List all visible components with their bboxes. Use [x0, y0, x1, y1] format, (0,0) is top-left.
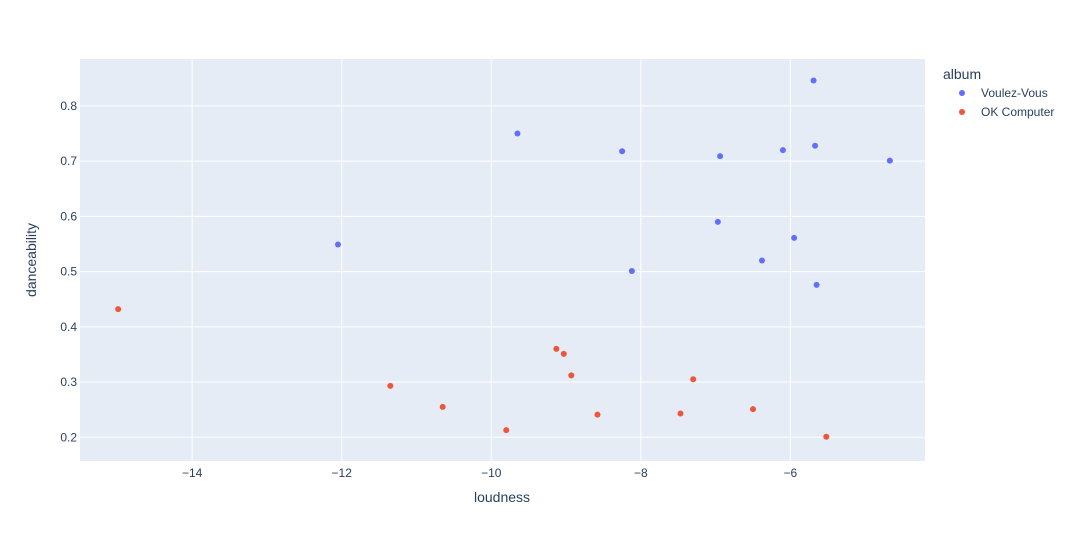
data-point-ok-computer[interactable]: [750, 406, 757, 413]
y-tick-label: 0.3: [60, 375, 77, 389]
data-point-voulez-vous[interactable]: [717, 153, 724, 160]
x-tick-label: −12: [332, 466, 353, 480]
data-point-voulez-vous[interactable]: [758, 257, 765, 264]
data-point-ok-computer[interactable]: [503, 427, 510, 434]
data-point-ok-computer[interactable]: [560, 350, 567, 357]
legend-items: Voulez-Vous OK Computer: [959, 86, 1054, 119]
legend-marker: [959, 109, 965, 115]
legend-label: OK Computer: [981, 105, 1054, 119]
data-point-ok-computer[interactable]: [823, 433, 830, 440]
data-point-voulez-vous[interactable]: [810, 77, 817, 84]
legend-item-ok-computer[interactable]: OK Computer: [959, 105, 1054, 119]
data-point-ok-computer[interactable]: [568, 372, 575, 379]
y-tick-label: 0.5: [60, 265, 77, 279]
x-tick-label: −14: [182, 466, 203, 480]
data-point-voulez-vous[interactable]: [514, 130, 521, 137]
y-tick-label: 0.7: [60, 154, 77, 168]
legend-label: Voulez-Vous: [981, 86, 1048, 100]
x-axis-title: loudness: [474, 489, 530, 505]
y-tick-label: 0.2: [60, 430, 77, 444]
y-axis-title: danceability: [23, 223, 39, 297]
data-point-voulez-vous[interactable]: [628, 268, 635, 275]
data-points: [115, 77, 893, 440]
data-point-voulez-vous[interactable]: [886, 157, 893, 164]
grid-lines: [80, 59, 925, 461]
y-tick-label: 0.4: [60, 320, 77, 334]
data-point-voulez-vous[interactable]: [334, 241, 341, 248]
data-point-ok-computer[interactable]: [387, 382, 394, 389]
data-point-ok-computer[interactable]: [677, 410, 684, 417]
data-point-ok-computer[interactable]: [115, 306, 122, 313]
data-point-voulez-vous[interactable]: [619, 148, 626, 155]
plot-background: [80, 59, 925, 461]
x-tick-label: −8: [634, 466, 648, 480]
data-point-voulez-vous[interactable]: [714, 218, 721, 225]
y-tick-label: 0.8: [60, 99, 77, 113]
data-point-ok-computer[interactable]: [553, 345, 560, 352]
x-tick-label: −6: [784, 466, 798, 480]
y-axis-ticks: 0.2 0.3 0.4 0.5 0.6 0.7 0.8: [60, 99, 77, 444]
data-point-ok-computer[interactable]: [690, 376, 697, 383]
x-tick-label: −10: [481, 466, 502, 480]
legend-item-voulez-vous[interactable]: Voulez-Vous: [959, 86, 1048, 100]
data-point-voulez-vous[interactable]: [813, 281, 820, 288]
legend-title: album: [943, 66, 981, 82]
legend: album Voulez-Vous OK Computer: [943, 66, 1054, 119]
y-tick-label: 0.6: [60, 209, 77, 223]
data-point-voulez-vous[interactable]: [791, 234, 798, 241]
data-point-ok-computer[interactable]: [594, 411, 601, 418]
x-axis-ticks: −14 −12 −10 −8 −6: [182, 466, 798, 480]
legend-marker: [959, 90, 965, 96]
data-point-ok-computer[interactable]: [439, 403, 446, 410]
data-point-voulez-vous[interactable]: [812, 142, 819, 149]
data-point-voulez-vous[interactable]: [779, 147, 786, 154]
